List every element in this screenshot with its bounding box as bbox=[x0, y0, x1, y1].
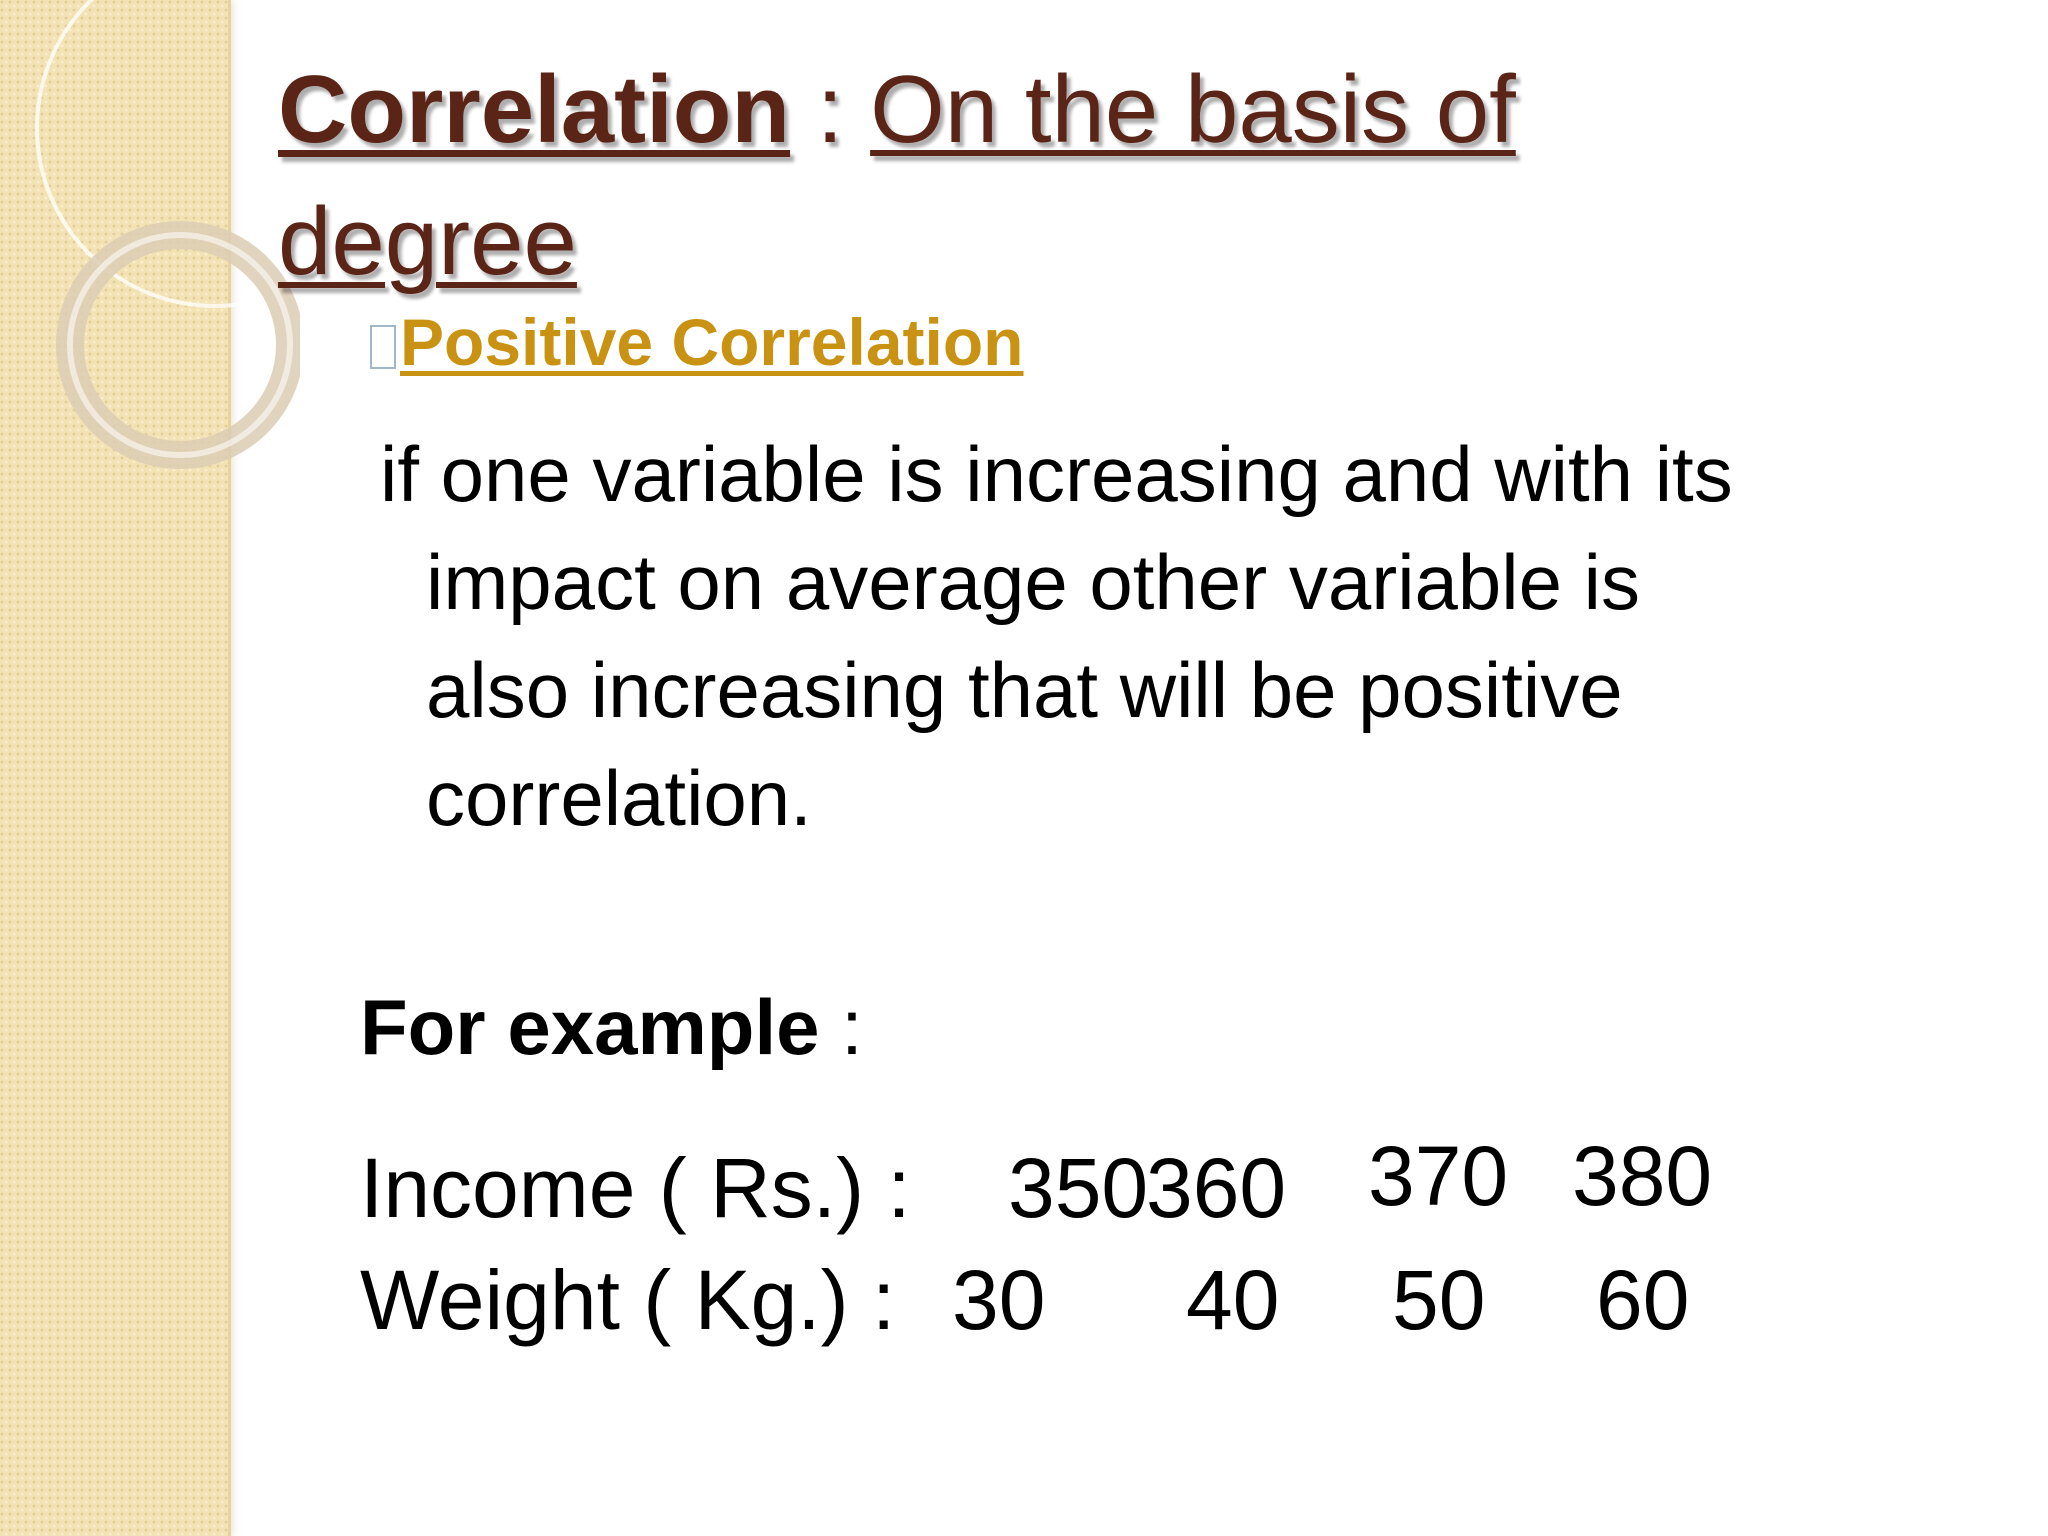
income-label: Income ( Rs.) : bbox=[360, 1141, 911, 1235]
income-value-3: 370 bbox=[1368, 1129, 1509, 1223]
income-value-2: 360 bbox=[1146, 1141, 1287, 1235]
body-line-2: impact on average other variable is bbox=[426, 538, 1640, 626]
weight-value-1: 30 bbox=[952, 1253, 1046, 1347]
definition-paragraph: if one variable is increasing and with i… bbox=[380, 420, 1980, 852]
income-value-4: 380 bbox=[1572, 1129, 1713, 1223]
weight-value-4: 60 bbox=[1596, 1253, 1690, 1347]
weight-label: Weight ( Kg.) : bbox=[360, 1253, 896, 1347]
weight-value-2: 40 bbox=[1186, 1253, 1280, 1347]
sidebar-edge bbox=[228, 0, 231, 1536]
body-line-4: correlation. bbox=[426, 754, 812, 842]
income-value-1: 350 bbox=[1008, 1141, 1149, 1235]
subheading-row: Positive Correlation bbox=[370, 304, 1024, 380]
body-line-1: if one variable is increasing and with i… bbox=[380, 430, 1733, 518]
title-bold: Correlation bbox=[278, 56, 791, 163]
example-bold: For example bbox=[360, 983, 820, 1071]
title-separator: : bbox=[790, 56, 871, 163]
subheading: Positive Correlation bbox=[400, 305, 1024, 379]
title-rest: On the basis of degree bbox=[278, 56, 1516, 295]
bullet-box-icon bbox=[370, 325, 396, 369]
example-heading: For example : bbox=[360, 982, 863, 1073]
decorative-circles-icon bbox=[35, 0, 300, 469]
body-line-3: also increasing that will be positive bbox=[426, 646, 1623, 734]
slide-title: Correlation : On the basis of degree bbox=[278, 44, 1778, 308]
weight-value-3: 50 bbox=[1392, 1253, 1486, 1347]
example-colon: : bbox=[819, 983, 863, 1071]
